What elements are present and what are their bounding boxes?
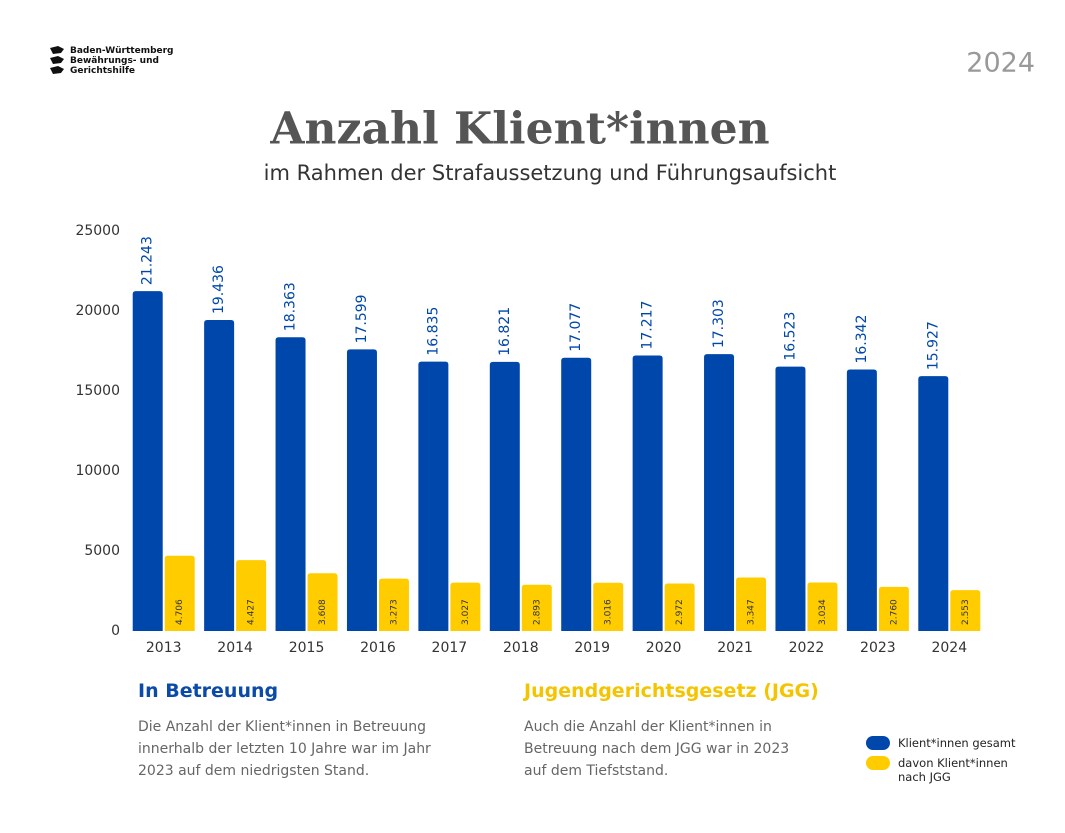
y-tick-label: 10000	[75, 463, 120, 479]
value-label: 16.835	[425, 307, 441, 356]
y-tick-label: 25000	[75, 223, 120, 239]
value-label: 3.027	[461, 599, 471, 625]
value-label: 17.303	[711, 299, 727, 348]
value-label: 3.347	[747, 599, 757, 625]
bar	[561, 357, 592, 631]
bar	[521, 584, 552, 631]
bar	[736, 577, 767, 631]
note-line: innerhalb der letzten 10 Jahre war im Ja…	[138, 741, 431, 757]
logo-text: Baden-Württemberg Bewährungs- und Gerich…	[70, 46, 174, 76]
y-tick-label: 0	[111, 623, 120, 639]
note-heading: In Betreuung	[138, 680, 279, 702]
value-label: 3.608	[318, 599, 328, 625]
bar	[775, 366, 806, 631]
value-label: 2.972	[675, 599, 685, 625]
note-line: Auch die Anzahl der Klient*innen in	[524, 719, 772, 735]
note-heading: Jugendgerichtsgesetz (JGG)	[524, 680, 819, 702]
value-label: 15.927	[925, 321, 941, 370]
year: 2024	[966, 48, 1035, 79]
value-label: 2.893	[532, 599, 542, 625]
legend-label: davon Klient*innen nach JGG	[898, 756, 1008, 784]
legend: Klient*innen gesamt davon Klient*innen na…	[866, 736, 1036, 790]
logo-line: Bewährungs- und	[70, 56, 159, 66]
bar	[918, 376, 949, 631]
value-label: 21.243	[140, 236, 156, 285]
x-tick-label: 2016	[360, 640, 396, 656]
bar	[632, 355, 663, 631]
x-tick-label: 2020	[646, 640, 682, 656]
bar	[346, 349, 377, 631]
bar	[489, 361, 520, 631]
x-tick-label: 2021	[717, 640, 753, 656]
bar	[275, 337, 306, 631]
value-label: 2.553	[961, 599, 971, 625]
note-line: Betreuung nach dem JGG war in 2023	[524, 741, 790, 757]
bar	[846, 369, 877, 631]
legend-label: Klient*innen gesamt	[898, 736, 1016, 750]
legend-swatch	[866, 736, 890, 750]
legend-swatch	[866, 756, 890, 770]
value-label: 19.436	[211, 265, 227, 314]
x-tick-label: 2018	[503, 640, 539, 656]
x-tick-label: 2015	[289, 640, 325, 656]
note: In Betreuung Die Anzahl der Klient*innen…	[138, 680, 431, 782]
chart-title: Anzahl Klient*innen	[269, 104, 769, 155]
value-label: 17.599	[354, 294, 370, 343]
value-label: 2.760	[889, 599, 899, 625]
note: Jugendgerichtsgesetz (JGG) Auch die Anza…	[524, 680, 819, 782]
x-tick-label: 2024	[931, 640, 967, 656]
bar	[593, 582, 624, 631]
legend-item: Klient*innen gesamt	[866, 736, 1036, 750]
logo-line: Baden-Württemberg	[70, 46, 174, 56]
x-tick-label: 2023	[860, 640, 896, 656]
bar	[378, 578, 409, 631]
note-line: auf dem Tiefststand.	[524, 763, 669, 779]
bar	[236, 560, 267, 631]
value-label: 4.706	[175, 599, 185, 625]
logo-line: Gerichtshilfe	[70, 66, 136, 76]
x-tick-label: 2022	[789, 640, 825, 656]
y-tick-label: 20000	[75, 303, 120, 319]
x-tick-label: 2014	[217, 640, 253, 656]
value-label: 16.342	[854, 315, 870, 364]
value-label: 3.016	[604, 599, 614, 625]
legend-item: davon Klient*innen nach JGG	[866, 756, 1036, 784]
bar	[307, 573, 338, 631]
bar	[807, 582, 838, 631]
bar	[878, 586, 909, 631]
x-tick-label: 2013	[146, 640, 182, 656]
bar	[164, 555, 195, 631]
bar	[950, 590, 981, 631]
value-label: 3.273	[389, 599, 399, 625]
x-tick-label: 2019	[574, 640, 610, 656]
bar	[204, 320, 235, 631]
value-label: 4.427	[247, 599, 257, 625]
value-label: 3.034	[818, 599, 828, 625]
bar	[418, 361, 449, 631]
bar	[132, 291, 163, 631]
bar	[704, 354, 735, 631]
value-label: 18.363	[283, 282, 299, 331]
value-label: 16.523	[782, 312, 798, 361]
logo-icon	[50, 46, 64, 74]
x-tick-label: 2017	[432, 640, 468, 656]
bar	[450, 582, 481, 631]
bar	[664, 583, 695, 631]
note-line: Die Anzahl der Klient*innen in Betreuung	[138, 719, 427, 735]
y-tick-label: 5000	[84, 543, 120, 559]
value-label: 17.077	[568, 303, 584, 352]
value-label: 16.821	[497, 307, 513, 356]
value-label: 17.217	[640, 301, 656, 350]
y-tick-label: 15000	[75, 383, 120, 399]
note-line: 2023 auf dem niedrigsten Stand.	[138, 763, 370, 779]
chart-subtitle: im Rahmen der Strafaussetzung und Führun…	[264, 161, 837, 185]
